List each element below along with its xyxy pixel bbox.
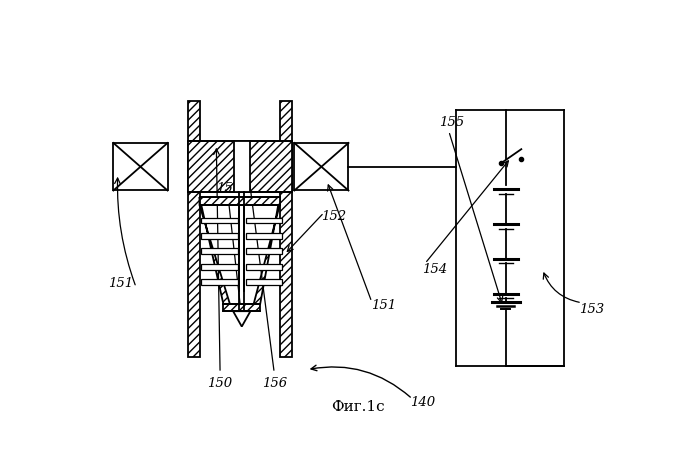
Bar [245,279,282,285]
Bar [187,141,291,192]
Text: 152: 152 [322,209,347,223]
Text: 154: 154 [422,263,447,275]
Text: 150: 150 [208,377,233,390]
Polygon shape [254,197,280,304]
Text: 157: 157 [216,182,240,195]
Text: 155: 155 [439,116,464,129]
Bar [201,248,238,254]
Text: 151: 151 [370,299,396,312]
Bar [201,233,238,239]
Bar [224,304,260,311]
Text: 151: 151 [108,277,133,290]
Bar [294,143,349,190]
Bar [201,218,238,223]
Text: Фиг.1c: Фиг.1c [331,399,385,414]
Bar [201,264,238,269]
Bar [245,248,282,254]
Polygon shape [233,311,250,326]
Bar [245,233,282,239]
Bar [233,141,250,192]
Bar [245,218,282,223]
Bar [245,264,282,269]
Polygon shape [199,197,230,304]
Bar [187,101,199,357]
Polygon shape [199,205,280,304]
Bar [113,143,168,190]
Bar [201,279,238,285]
Bar [199,197,280,205]
Text: 153: 153 [579,303,605,316]
Text: 156: 156 [261,377,287,390]
Text: 140: 140 [410,396,435,409]
Bar [280,101,291,357]
